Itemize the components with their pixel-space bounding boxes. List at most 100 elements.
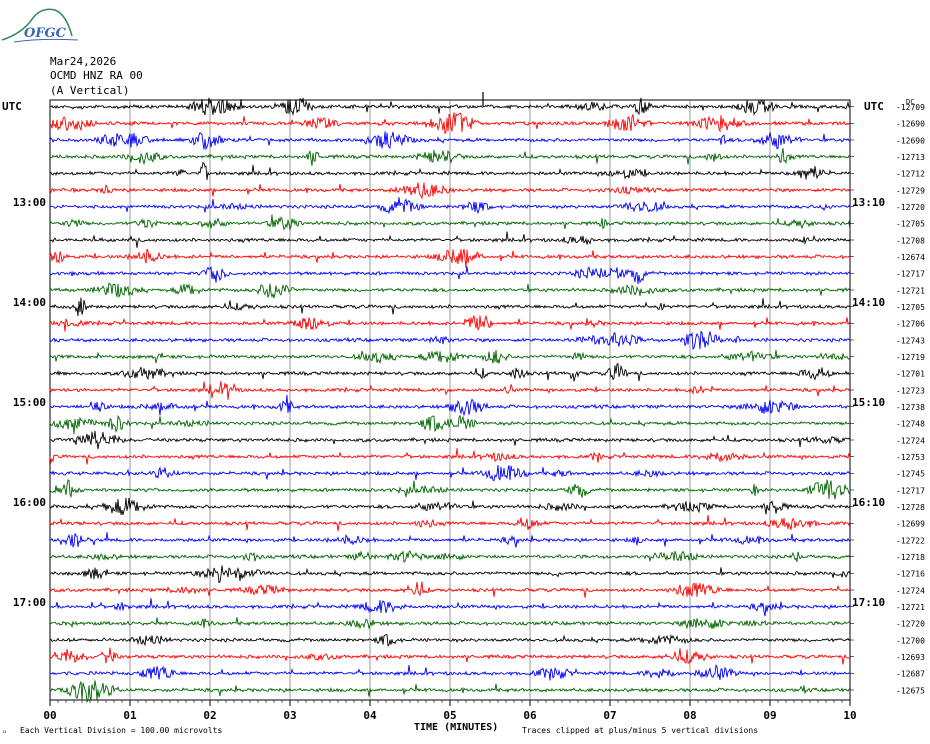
seismic-trace — [49, 231, 851, 248]
seismic-trace — [49, 497, 851, 515]
seismic-trace — [49, 634, 851, 647]
trace-offset-label: -12722 — [896, 536, 925, 545]
trace-offset-label: -12701 — [896, 370, 925, 379]
trace-offset-label: -12700 — [896, 636, 925, 645]
right-time-label: 17:10 — [852, 596, 885, 609]
seismic-trace — [49, 680, 851, 704]
x-tick-label: 03 — [283, 709, 296, 722]
seismic-trace — [49, 647, 851, 665]
left-time-label: 17:00 — [13, 596, 46, 609]
seismic-trace — [49, 349, 851, 365]
seismic-trace — [50, 664, 851, 681]
trace-offset-label: -12743 — [896, 336, 925, 345]
seismic-trace — [49, 282, 851, 299]
trace-offset-label: -12716 — [896, 570, 925, 579]
trace-offset-label: -12675 — [896, 686, 925, 695]
seismic-trace — [49, 514, 851, 532]
logo-underline — [13, 38, 79, 43]
logo-swoosh — [1, 8, 73, 41]
trace-offset-label: -12713 — [896, 153, 925, 162]
trace-offset-label: -12719 — [896, 353, 925, 362]
seismic-trace — [49, 550, 851, 563]
left-time-label: 16:00 — [13, 496, 46, 509]
seismic-trace — [49, 266, 851, 284]
seismic-trace — [49, 182, 851, 200]
trace-offset-label: -12693 — [896, 653, 925, 662]
seismic-trace — [49, 381, 851, 400]
trace-offset-label: -12723 — [896, 386, 925, 395]
x-tick-label: 06 — [523, 709, 537, 722]
trace-offset-label: -12748 — [896, 420, 925, 429]
x-tick-label: 09 — [763, 709, 776, 722]
trace-offset-label: -12706 — [896, 320, 925, 329]
trace-offset-label: -12721 — [896, 286, 925, 295]
logo-text: OFGC — [24, 26, 67, 41]
right-time-label: 14:10 — [852, 296, 885, 309]
right-time-label: 15:10 — [852, 396, 885, 409]
left-time-label: 15:00 — [13, 396, 46, 409]
utc-left-label: UTC — [2, 100, 22, 113]
seismic-trace — [49, 479, 851, 500]
trace-offset-label: -12721 — [896, 603, 925, 612]
left-time-label: 14:00 — [13, 296, 46, 309]
trace-offset-label: -12718 — [896, 553, 925, 562]
seismic-trace — [49, 314, 851, 332]
trace-offset-label: -12705 — [896, 220, 925, 229]
trace-offset-label: -12674 — [896, 253, 925, 262]
x-tick-label: 05 — [443, 709, 456, 722]
seismic-trace — [49, 394, 851, 417]
seismic-trace — [49, 161, 851, 180]
trace-offset-label: -12690 — [896, 120, 925, 129]
x-tick-label: 02 — [203, 709, 216, 722]
seismic-trace — [49, 617, 851, 630]
seismic-trace — [49, 363, 851, 382]
seismic-trace — [49, 581, 851, 598]
trace-offset-label: -12729 — [896, 186, 925, 195]
trace-offset-label: -12720 — [896, 620, 925, 629]
x-tick-label: 08 — [683, 709, 696, 722]
corner-mark: ᵤ — [2, 726, 7, 735]
trace-offset-label: -12709 — [896, 103, 925, 112]
seismic-trace — [49, 197, 851, 215]
x-tick-label: 10 — [843, 709, 856, 722]
x-tick-label: 04 — [363, 709, 377, 722]
trace-offset-label: -12724 — [896, 586, 925, 595]
seismic-trace — [49, 598, 851, 617]
seismic-trace — [49, 330, 851, 350]
seismic-trace — [49, 430, 851, 450]
trace-offset-label: -12728 — [896, 503, 925, 512]
seismic-trace — [49, 112, 851, 135]
seismic-trace — [49, 248, 851, 268]
seismic-trace — [49, 565, 851, 584]
trace-offset-label: -12699 — [896, 520, 925, 529]
date-label: Mar24,2026 — [50, 55, 117, 68]
dc-label: DC — [906, 98, 914, 106]
trace-offset-label: -12720 — [896, 203, 925, 212]
x-tick-label: 07 — [603, 709, 616, 722]
utc-right-label: UTC — [864, 100, 884, 113]
x-tick-label: 00 — [43, 709, 56, 722]
scale-note: Each Vertical Division = 100.00 microvol… — [20, 726, 223, 735]
left-time-label: 13:00 — [13, 196, 46, 209]
trace-offset-label: -12717 — [896, 486, 925, 495]
seismic-trace — [49, 448, 851, 465]
trace-offset-label: -12712 — [896, 170, 925, 179]
clip-note: Traces clipped at plus/minus 5 vertical … — [522, 726, 759, 735]
x-tick-label: 01 — [123, 709, 137, 722]
trace-offset-label: -12717 — [896, 270, 925, 279]
trace-offset-label: -12708 — [896, 236, 925, 245]
trace-offset-label: -12753 — [896, 453, 925, 462]
seismic-trace — [49, 214, 851, 232]
seismic-trace — [49, 148, 851, 166]
station-label: OCMD HNZ RA 00 — [50, 69, 143, 82]
trace-offset-label: -12690 — [896, 136, 925, 145]
ofgc-logo — [1, 8, 79, 43]
seismic-trace — [49, 414, 850, 435]
seismic-trace — [49, 131, 851, 151]
component-label: (A Vertical) — [50, 84, 130, 97]
seismic-trace — [49, 532, 851, 548]
seismic-trace — [49, 465, 851, 482]
trace-offset-label: -12745 — [896, 470, 925, 479]
right-time-label: 13:10 — [852, 196, 885, 209]
